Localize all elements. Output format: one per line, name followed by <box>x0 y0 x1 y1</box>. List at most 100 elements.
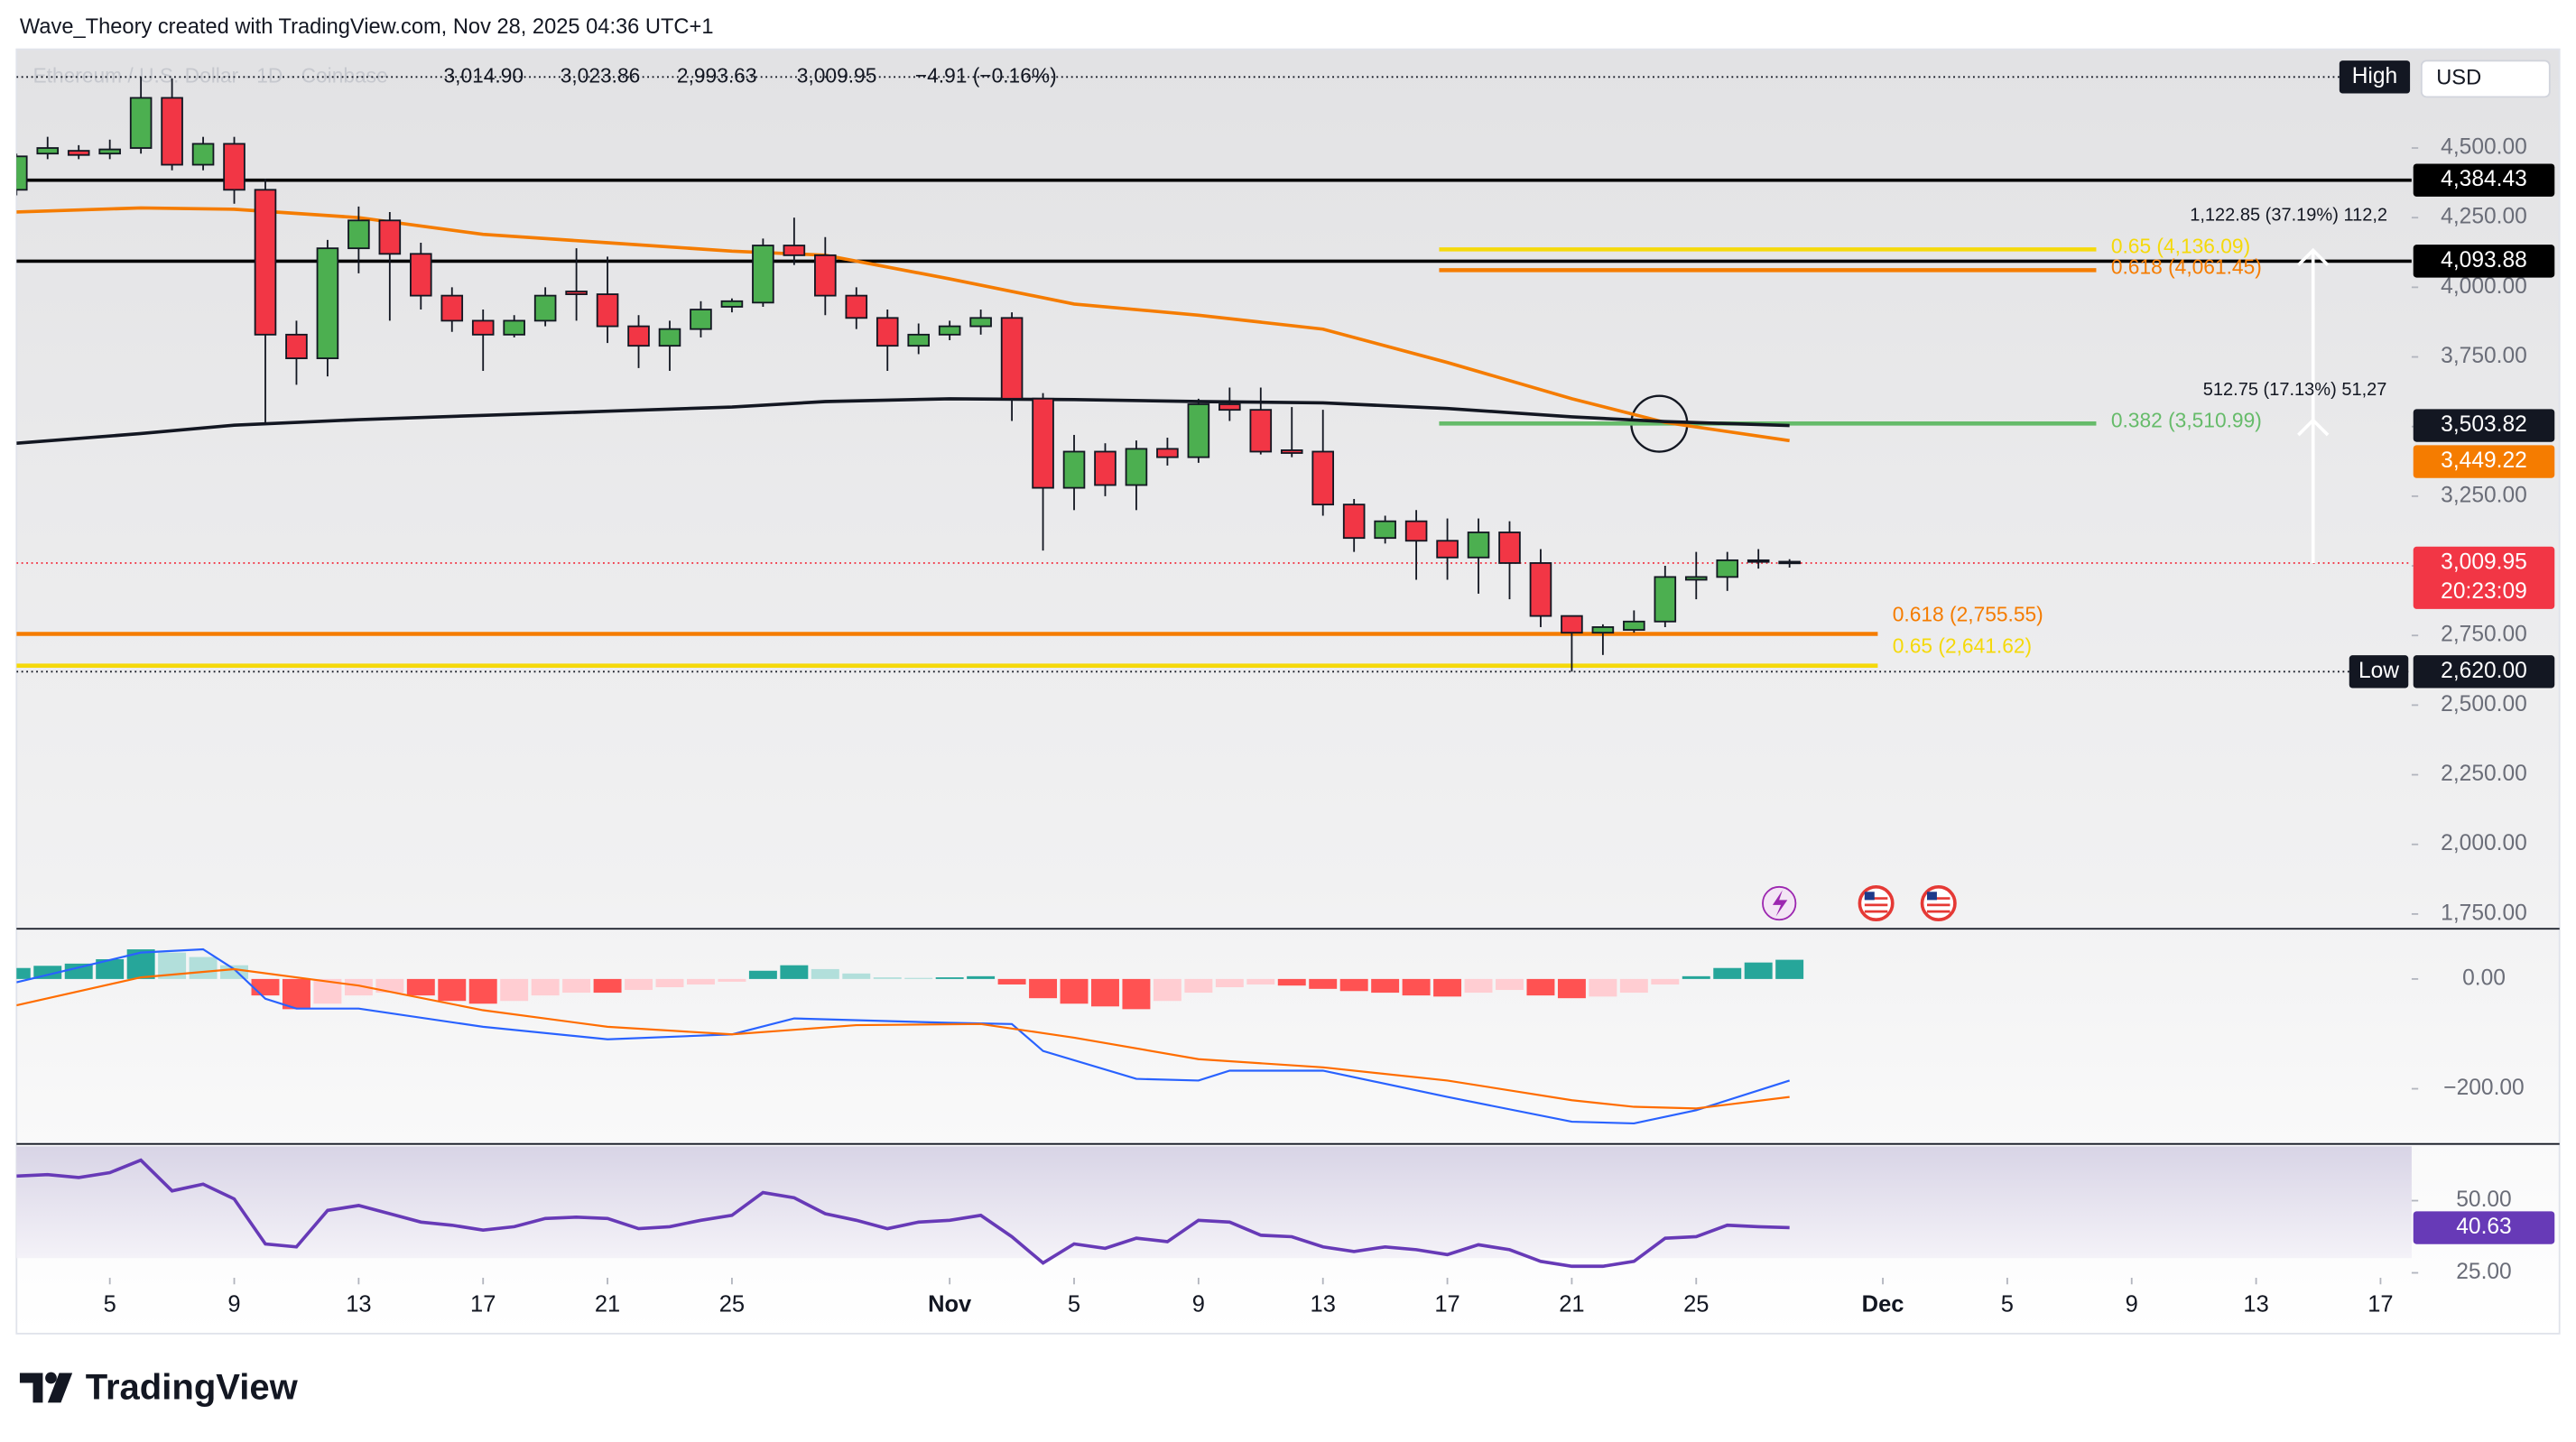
last-price-badge <box>2413 546 2555 609</box>
candle-body <box>191 143 215 166</box>
fib-label: 0.618 (2,755.55) <box>1893 602 2043 625</box>
rsi-badge <box>2413 1211 2555 1244</box>
macd-bar <box>842 973 871 979</box>
measure-arrowhead <box>2297 247 2330 267</box>
legend-low: 2,993.63 <box>677 64 757 88</box>
candle-body <box>1187 403 1210 458</box>
candle-body <box>440 294 464 322</box>
rsi-band <box>16 1146 2412 1259</box>
candle-body <box>1716 559 1739 578</box>
candle-body <box>720 300 744 308</box>
y-tick-label: 50.00 <box>2456 1188 2511 1212</box>
macd-bar <box>967 975 996 979</box>
candle-body <box>1747 559 1770 563</box>
y-tick-label: 2,000.00 <box>2441 831 2527 855</box>
macd-bar <box>686 978 715 984</box>
macd-bar <box>1153 978 1181 1002</box>
candle-body <box>1404 520 1428 542</box>
candle-body <box>627 325 650 347</box>
macd-bar <box>1122 978 1151 1010</box>
y-tick-label: 2,250.00 <box>2441 762 2527 786</box>
ma-badge <box>2413 445 2555 478</box>
x-tick-label: 13 <box>2243 1292 2268 1317</box>
legend-close: 3,009.95 <box>797 64 877 88</box>
candle-body <box>1623 620 1645 631</box>
chart-frame <box>15 48 2561 1335</box>
candle-body <box>98 148 121 155</box>
macd-bar <box>344 978 373 996</box>
logo-part <box>45 1372 57 1384</box>
measure-mid-marker <box>2297 418 2330 437</box>
signal-line <box>16 967 1790 1110</box>
currency-button[interactable] <box>2420 60 2551 98</box>
ma-badge-label: 3,503.82 <box>2441 412 2527 437</box>
countdown: 20:23:09 <box>2441 579 2527 604</box>
macd-bar <box>655 978 684 988</box>
macd-bar <box>718 978 746 982</box>
legend-high: 3,023.86 <box>561 64 641 88</box>
macd-bar <box>500 978 529 1002</box>
candle-body <box>285 333 308 359</box>
candle-body <box>783 245 806 256</box>
candle-body <box>67 150 90 156</box>
logo-part <box>47 1373 73 1403</box>
candle-body <box>16 155 28 191</box>
candle-body <box>1591 626 1615 634</box>
candle-body <box>1249 409 1273 453</box>
rsi-badge-label: 40.63 <box>2456 1215 2511 1239</box>
x-tick-label: 9 <box>2126 1292 2138 1317</box>
legend: Ethereum / U.S. Dollar · 1D · Coinbase 3… <box>32 64 1056 88</box>
macd-bar <box>1091 978 1119 1007</box>
candle-body <box>36 147 60 155</box>
y-tick-label: 4,250.00 <box>2441 205 2527 229</box>
candle-body <box>876 317 899 347</box>
macd-bar <box>935 977 964 979</box>
macd-bar <box>1589 978 1617 997</box>
x-tick-label: 25 <box>719 1292 745 1317</box>
candle-body <box>1342 504 1366 540</box>
candle-body <box>596 293 619 328</box>
x-tick-label: 5 <box>1068 1292 1080 1317</box>
high-tag-label: High <box>2352 64 2398 88</box>
macd-bar <box>126 949 155 979</box>
candle-body <box>752 245 774 304</box>
macd-bar <box>64 963 93 979</box>
candle-body <box>1654 576 1677 623</box>
measure-mid-label: 512.75 (17.13%) 51,27 <box>2203 380 2387 400</box>
candle-body <box>378 219 402 255</box>
fib-label: 0.65 (4,136.09) <box>2111 235 2250 258</box>
candle-body <box>223 143 246 191</box>
y-tick-label: 4,500.00 <box>2441 135 2527 160</box>
candle-body <box>1280 449 1303 454</box>
rsi-pane <box>16 1158 1790 1269</box>
macd-bar <box>1060 978 1089 1004</box>
macd-bar <box>780 965 809 979</box>
macd-bar <box>16 967 31 979</box>
macd-bar <box>1464 978 1493 994</box>
candle-body <box>1436 540 1459 559</box>
x-tick-label: 17 <box>1434 1292 1459 1317</box>
macd-bar <box>468 978 497 1004</box>
candle-body <box>161 97 183 166</box>
logo-part <box>19 1373 43 1403</box>
event-icons <box>1762 885 1957 922</box>
low-tag <box>2349 655 2409 689</box>
x-tick-label: 9 <box>227 1292 240 1317</box>
x-tick-label: Nov <box>928 1292 972 1317</box>
x-tick-label: 5 <box>104 1292 116 1317</box>
x-tick-label: 21 <box>1559 1292 1584 1317</box>
currency[interactable]: USD <box>2436 67 2481 90</box>
macd-bar <box>1433 978 1462 997</box>
macd-bar <box>1339 978 1368 992</box>
macd-bar <box>1651 978 1680 984</box>
candle-body <box>1374 520 1396 540</box>
candle-body <box>1467 532 1490 559</box>
candle-body <box>471 319 495 336</box>
badges: 4,384.43 4,093.88 3,449.22 3,503.82 3,009.95… <box>2339 60 2555 1244</box>
macd-bar <box>96 958 125 979</box>
y-tick-label: 0.00 <box>2462 966 2506 990</box>
candle-body <box>1219 403 1241 411</box>
macd-line <box>16 947 1790 1125</box>
candle-body <box>129 97 153 149</box>
macd-bar <box>1184 978 1213 994</box>
